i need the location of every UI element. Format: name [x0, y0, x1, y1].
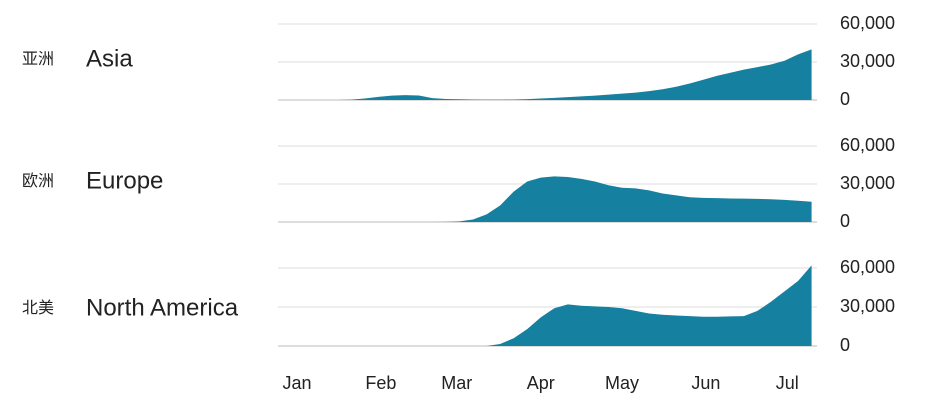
x-tick-label: Feb	[365, 373, 396, 393]
y-tick-label: 0	[840, 89, 850, 109]
x-tick-label: Jul	[776, 373, 799, 393]
panel-title: North America	[86, 294, 239, 321]
x-tick-label: Jun	[691, 373, 720, 393]
area	[296, 176, 812, 222]
y-tick-label: 60,000	[840, 257, 895, 277]
x-tick-label: Mar	[441, 373, 472, 393]
area	[296, 49, 812, 100]
area	[296, 265, 812, 346]
y-tick-label: 0	[840, 211, 850, 231]
panel-title: Europe	[86, 167, 163, 194]
y-tick-label: 0	[840, 335, 850, 355]
y-tick-label: 30,000	[840, 173, 895, 193]
y-tick-label: 30,000	[840, 296, 895, 316]
panel-title: Asia	[86, 45, 133, 72]
panel-title-zh: 北美	[22, 299, 54, 317]
x-tick-label: Jan	[282, 373, 311, 393]
x-tick-label: May	[605, 373, 639, 393]
x-tick-label: Apr	[527, 373, 555, 393]
panel-title-zh: 欧洲	[22, 172, 54, 190]
y-tick-label: 60,000	[840, 135, 895, 155]
y-tick-label: 60,000	[840, 13, 895, 33]
panel-title-zh: 亚洲	[22, 51, 54, 68]
y-tick-label: 30,000	[840, 51, 895, 71]
